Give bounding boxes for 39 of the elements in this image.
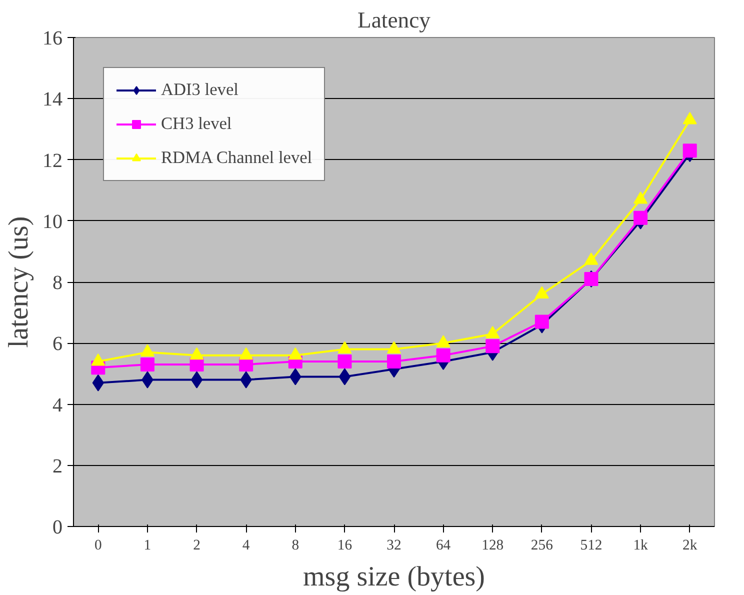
x-tick-label: 2k bbox=[682, 538, 698, 554]
y-axis-title: latency (us) bbox=[4, 216, 34, 348]
y-tick-label: 10 bbox=[42, 210, 62, 233]
y-tick-label: 6 bbox=[52, 333, 62, 356]
point bbox=[387, 354, 401, 368]
point bbox=[634, 210, 648, 225]
point bbox=[534, 314, 549, 329]
point bbox=[140, 358, 154, 372]
x-tick-label: 1k bbox=[633, 538, 649, 554]
x-tick-label: 128 bbox=[482, 538, 504, 554]
legend-label: CH3 level bbox=[161, 114, 232, 134]
chart-title: Latency bbox=[358, 8, 432, 32]
x-tick-label: 4 bbox=[242, 538, 250, 554]
point bbox=[190, 371, 203, 388]
point bbox=[338, 368, 351, 386]
x-tick-label: 2 bbox=[193, 538, 200, 554]
x-tick-label: 512 bbox=[580, 538, 602, 554]
x-tick-label: 64 bbox=[436, 538, 452, 554]
y-tick-label: 4 bbox=[52, 394, 62, 416]
y-tick-label: 2 bbox=[52, 455, 62, 478]
point bbox=[436, 348, 450, 362]
legend-label: ADI3 level bbox=[161, 80, 238, 100]
y-tick-label: 8 bbox=[52, 272, 62, 294]
x-tick-label: 8 bbox=[292, 538, 300, 554]
point bbox=[486, 339, 500, 354]
x-tick-label: 256 bbox=[530, 538, 553, 554]
x-tick-label: 32 bbox=[386, 538, 402, 554]
point bbox=[682, 144, 697, 158]
point bbox=[338, 354, 352, 368]
x-axis-title: msg size (bytes) bbox=[303, 562, 485, 592]
x-tick-label: 0 bbox=[94, 538, 102, 554]
x-tick-label: 16 bbox=[337, 538, 352, 554]
legend-label: RDMA Channel level bbox=[161, 148, 312, 168]
point bbox=[682, 112, 697, 124]
y-tick-label: 0 bbox=[52, 516, 62, 538]
x-tick-label: 1 bbox=[144, 538, 152, 554]
y-tick-label: 12 bbox=[42, 150, 62, 172]
y-tick-label: 14 bbox=[42, 88, 62, 111]
y-tick-label: 16 bbox=[42, 28, 62, 50]
